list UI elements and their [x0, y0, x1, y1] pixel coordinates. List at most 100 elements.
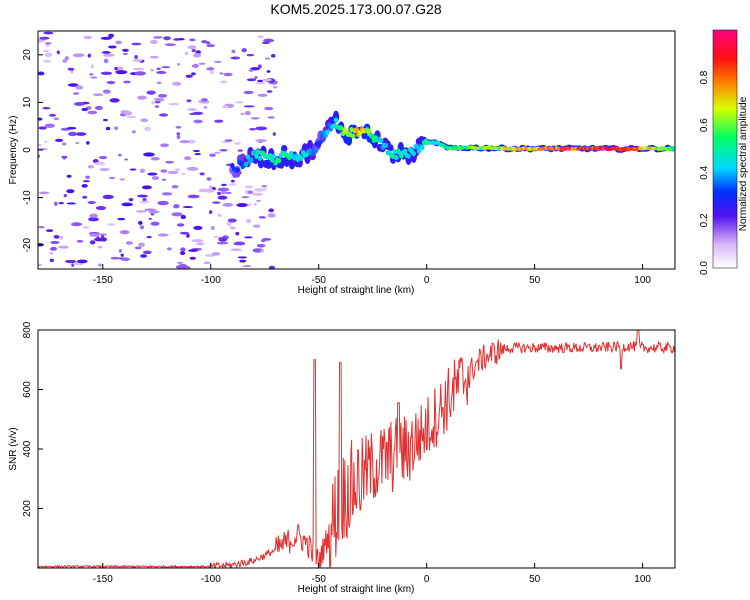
noise-blob: [100, 36, 112, 40]
noise-blob: [222, 202, 234, 207]
noise-blob: [249, 127, 256, 131]
noise-blob: [257, 93, 268, 97]
noise-blob: [88, 217, 99, 222]
noise-blob: [108, 33, 114, 38]
noise-blob: [44, 52, 53, 58]
noise-blob: [176, 134, 181, 140]
noise-blob: [108, 176, 116, 180]
noise-blob: [180, 247, 186, 252]
y-tick-label: 400: [22, 440, 33, 457]
snr-panel: -150 -100 -50 0 50 100 200 400 600 800 Height of…: [8, 321, 676, 595]
noise-blob: [83, 35, 93, 40]
noise-blob: [194, 152, 201, 156]
noise-blob: [38, 263, 42, 267]
noise-blob: [186, 99, 192, 103]
noise-blob: [50, 240, 60, 244]
noise-blob: [268, 208, 275, 213]
ridge-point: [257, 155, 263, 161]
noise-blob: [230, 248, 243, 251]
noise-blob: [121, 202, 134, 207]
noise-blob: [56, 50, 60, 55]
noise-blob: [44, 140, 48, 143]
noise-blob: [179, 231, 190, 235]
noise-blob: [76, 259, 88, 264]
noise-blob: [89, 233, 100, 237]
noise-blob: [219, 149, 228, 152]
colorbar-tick-label: 0.0: [699, 261, 710, 275]
ridge-point: [349, 126, 354, 133]
noise-blob: [244, 236, 253, 239]
x-tick-label: -150: [93, 275, 113, 286]
noise-blob: [133, 67, 145, 71]
ridge-point: [276, 158, 282, 164]
noise-blob: [55, 138, 64, 142]
noise-blob: [89, 240, 96, 245]
noise-blob: [166, 247, 172, 251]
ridge-halo: [288, 158, 296, 170]
colorbar-tick-label: 0.2: [699, 213, 710, 227]
y-tick-label: 0: [22, 147, 33, 153]
ridge-point: [402, 148, 408, 154]
noise-blob: [261, 239, 266, 243]
noise-blob: [38, 242, 45, 247]
noise-blob: [150, 39, 158, 45]
noise-blob: [217, 191, 221, 196]
noise-blob: [53, 234, 60, 239]
noise-blob: [141, 185, 152, 190]
ridge-point: [416, 148, 422, 154]
noise-blob: [144, 126, 152, 131]
ridge-point: [325, 129, 330, 135]
ridge-point: [249, 157, 254, 163]
noise-blob: [267, 116, 275, 119]
noise-blob: [87, 200, 96, 205]
spectrogram-x-axis: -150 -100 -50 0 50 100: [93, 264, 651, 286]
noise-blob: [134, 71, 146, 76]
noise-blob: [49, 258, 55, 263]
ridge-halo: [361, 131, 368, 140]
noise-blob: [149, 55, 159, 59]
noise-blob: [138, 242, 145, 247]
noise-blob: [217, 195, 228, 200]
noise-blob: [70, 222, 83, 227]
noise-blob: [157, 94, 168, 98]
noise-blob: [163, 36, 171, 41]
noise-blob: [158, 113, 169, 117]
noise-blob: [206, 44, 216, 48]
noise-blob: [258, 216, 266, 219]
noise-blob: [115, 40, 122, 45]
noise-blob: [214, 119, 224, 123]
noise-blob: [66, 174, 72, 178]
ridge-point: [299, 155, 304, 161]
noise-blob: [160, 143, 169, 148]
noise-blob: [161, 66, 171, 69]
noise-blob: [217, 187, 230, 192]
noise-blob: [229, 226, 236, 230]
noise-blob: [198, 62, 206, 65]
noise-blob: [120, 253, 124, 257]
noise-blob: [129, 168, 137, 171]
noise-blob: [186, 166, 199, 171]
noise-blob: [135, 210, 147, 213]
noise-blob: [235, 231, 240, 236]
noise-blob: [66, 202, 77, 205]
noise-blob: [211, 252, 221, 256]
noise-blob: [257, 35, 265, 39]
noise-blob: [267, 213, 276, 218]
y-tick-label: 20: [22, 49, 33, 61]
noise-blob: [184, 156, 192, 161]
noise-blob: [49, 251, 54, 255]
ridge-point: [378, 138, 384, 144]
noise-blob: [243, 90, 254, 95]
noise-blob: [82, 226, 90, 229]
noise-blob: [189, 38, 196, 42]
noise-blob: [196, 242, 205, 246]
noise-blob: [157, 233, 169, 237]
noise-blob: [213, 235, 219, 238]
noise-blob: [243, 105, 255, 108]
ridge-point: [351, 133, 356, 139]
ridge-point: [243, 161, 249, 167]
noise-blob: [187, 45, 197, 50]
ridge-point: [354, 127, 359, 133]
ridge-point: [313, 147, 318, 154]
